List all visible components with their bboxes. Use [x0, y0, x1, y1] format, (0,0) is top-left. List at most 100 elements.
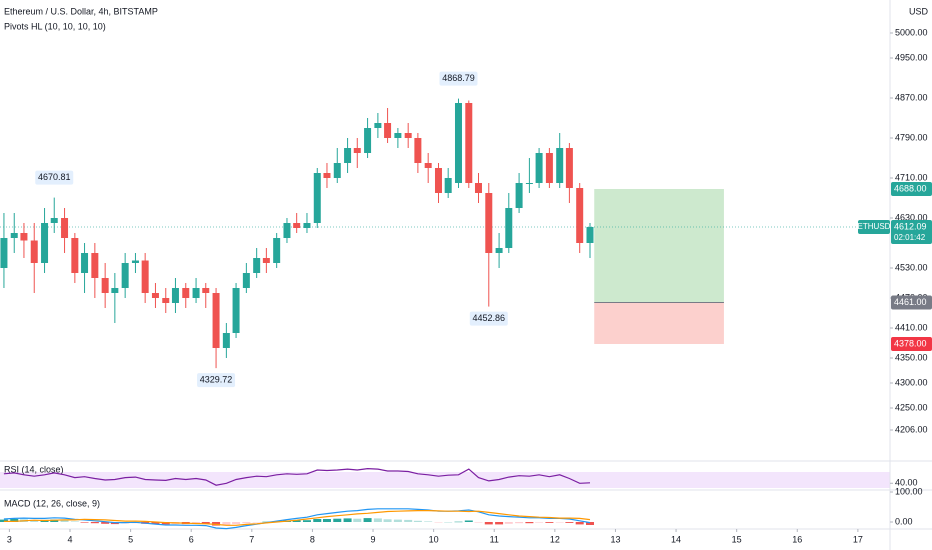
- candle-body: [293, 223, 301, 228]
- y-tick-label: 4410.00: [895, 322, 928, 332]
- x-tick-label: 12: [550, 534, 560, 544]
- last-price-label: 4612.09: [894, 221, 927, 231]
- macd-histogram-bar: [535, 522, 544, 523]
- macd-histogram-bar: [60, 520, 69, 522]
- macd-histogram-bar: [80, 522, 89, 523]
- candle-body: [394, 133, 402, 138]
- macd-histogram-bar: [424, 521, 433, 522]
- candle-body: [535, 153, 543, 183]
- candle-body: [333, 163, 341, 178]
- macd-histogram-bar: [565, 522, 574, 523]
- candle-body: [545, 153, 553, 183]
- y-tick-label: 4710.00: [895, 172, 928, 182]
- candle-body: [30, 240, 38, 263]
- candle-body: [525, 183, 533, 184]
- macd-histogram-bar: [575, 522, 584, 525]
- candle-body: [454, 103, 462, 183]
- macd-histogram-bar: [413, 520, 422, 522]
- candle-body: [374, 123, 382, 128]
- candle-body: [253, 258, 261, 273]
- x-tick-label: 14: [671, 534, 681, 544]
- macd-histogram-bar: [151, 522, 160, 525]
- candle-body: [485, 193, 493, 253]
- macd-histogram-bar: [353, 518, 362, 522]
- currency-label: USD: [909, 6, 929, 16]
- candle-body: [222, 333, 230, 348]
- macd-histogram-bar: [495, 522, 504, 525]
- candle-body: [495, 248, 503, 253]
- candle-body: [444, 178, 452, 193]
- candle-body: [283, 223, 291, 238]
- candle-body: [162, 298, 170, 303]
- candle-body: [151, 293, 159, 298]
- symbol-label: ETHUSD: [858, 222, 891, 231]
- macd-histogram-bar: [434, 522, 443, 523]
- candle-body: [202, 288, 210, 293]
- macd-histogram-bar: [484, 522, 493, 525]
- x-tick-label: 3: [7, 534, 12, 544]
- y-tick-label: 4630.00: [895, 212, 928, 222]
- y-tick-label: 4790.00: [895, 132, 928, 142]
- candle-body: [0, 238, 8, 268]
- loss-zone: [594, 302, 724, 344]
- candle-body: [344, 148, 352, 163]
- candle-body: [353, 148, 361, 153]
- macd-histogram-bar: [222, 522, 231, 526]
- candle-body: [303, 223, 311, 228]
- macd-histogram-bar: [525, 522, 534, 524]
- pivot-label: 4329.72: [200, 375, 233, 385]
- macd-line: [3, 508, 591, 530]
- x-tick-label: 11: [490, 534, 499, 544]
- candle-body: [131, 260, 139, 263]
- candle-body: [262, 258, 270, 263]
- candle-body: [424, 163, 432, 168]
- pivot-box: [439, 71, 478, 86]
- macd-histogram-bar: [404, 519, 413, 522]
- macd-histogram-bar: [322, 519, 331, 522]
- macd-histogram-bar: [70, 521, 79, 522]
- candle-body: [232, 288, 240, 333]
- position-axis-box: [891, 295, 932, 310]
- candle-body: [242, 273, 250, 288]
- pivot-box: [197, 373, 236, 388]
- candle-body: [121, 263, 129, 288]
- indicator-label: Pivots HL (10, 10, 10, 10): [4, 21, 106, 31]
- macd-histogram-bar: [333, 518, 342, 522]
- last-price-box: [891, 219, 932, 244]
- y-tick-label: 4300.00: [895, 377, 928, 387]
- candle-body: [474, 183, 482, 193]
- macd-title: MACD (12, 26, close, 9): [4, 498, 100, 508]
- countdown-label: 02:01:42: [894, 233, 926, 242]
- macd-histogram-bar: [161, 522, 170, 525]
- candle-body: [515, 183, 523, 208]
- x-tick-label: 16: [792, 534, 802, 544]
- x-tick-label: 17: [853, 534, 863, 544]
- candle-body: [81, 253, 89, 273]
- candle-body: [171, 288, 179, 303]
- pivot-label: 4868.79: [442, 73, 475, 83]
- y-tick-label: 4950.00: [895, 52, 928, 62]
- rsi-title: RSI (14, close): [4, 464, 64, 474]
- signal-line: [3, 510, 591, 526]
- pivot-box: [35, 170, 74, 185]
- macd-histogram-bar: [50, 519, 59, 522]
- candle-body: [404, 133, 412, 138]
- macd-histogram-bar: [555, 522, 564, 523]
- candle-body: [91, 253, 99, 278]
- macd-histogram-bar: [292, 520, 301, 522]
- x-tick-label: 4: [67, 534, 72, 544]
- x-tick-label: 13: [610, 534, 620, 544]
- y-tick-label: 4530.00: [895, 262, 928, 272]
- macd-tick-label: 0.00: [895, 516, 913, 526]
- candle-body: [556, 148, 564, 183]
- candle-body: [364, 128, 372, 153]
- candle-body: [101, 278, 109, 293]
- macd-histogram-bar: [343, 518, 352, 522]
- macd-histogram-bar: [474, 522, 483, 523]
- y-tick-label: 4350.00: [895, 352, 928, 362]
- macd-histogram-bar: [232, 522, 241, 525]
- candle-body: [71, 238, 79, 273]
- candle-body: [10, 233, 18, 238]
- x-tick-label: 10: [429, 534, 439, 544]
